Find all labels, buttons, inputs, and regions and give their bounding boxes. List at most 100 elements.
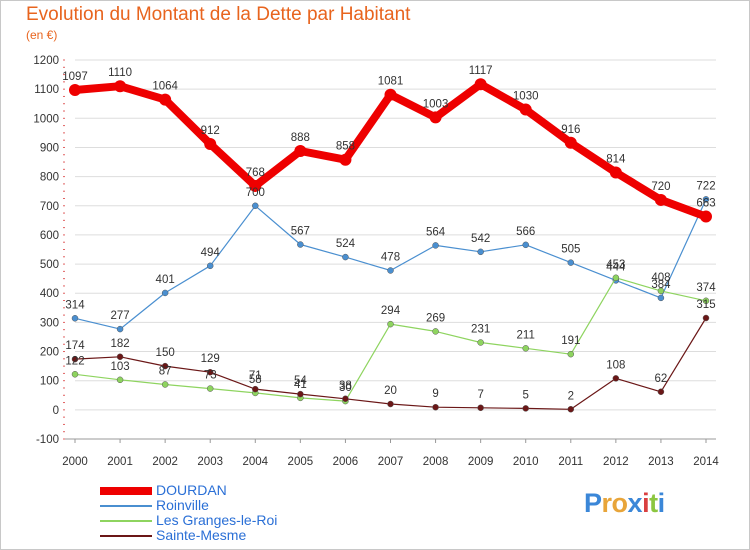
y-tick-label: 0 [53, 405, 59, 417]
legend-item: Sainte-Mesme [100, 528, 277, 543]
data-label: 314 [65, 299, 85, 311]
data-label: 814 [606, 154, 626, 166]
data-point [522, 405, 529, 412]
data-point [522, 241, 529, 249]
data-point [71, 315, 79, 322]
x-tick-label: 2006 [333, 456, 359, 468]
y-tick-label: 500 [40, 259, 59, 271]
chart-title: Evolution du Montant de la Dette par Hab… [26, 4, 411, 25]
chart-legend: DOURDAN Roinville Les Granges-le-Roi Sainte… [100, 483, 277, 543]
data-label: 129 [201, 353, 220, 365]
y-tick-label: 800 [40, 172, 59, 184]
data-label: 453 [606, 259, 625, 271]
data-point [657, 287, 665, 295]
x-tick-label: 2010 [513, 456, 539, 468]
data-label: 62 [655, 373, 668, 385]
data-point [206, 262, 214, 270]
data-label: 150 [156, 347, 175, 359]
data-label: 30 [339, 382, 352, 394]
data-label: 2 [568, 390, 574, 402]
data-point [387, 320, 394, 328]
data-label: 374 [696, 282, 716, 294]
x-tick-label: 2008 [423, 456, 449, 468]
data-label: 103 [110, 361, 129, 373]
data-label: 700 [246, 187, 265, 199]
data-point [522, 345, 529, 352]
data-point [702, 196, 710, 203]
series-line-dourdan [74, 80, 708, 221]
data-point [342, 395, 349, 403]
data-point [432, 403, 439, 411]
x-tick-label: 2007 [378, 456, 404, 468]
legend-swatch [100, 504, 152, 507]
data-point [654, 193, 667, 206]
data-label: 1030 [513, 91, 539, 103]
data-label: 231 [471, 324, 490, 336]
data-point [206, 385, 214, 392]
data-label: 5 [523, 389, 529, 401]
series-line-les-granges-le-roi [74, 277, 707, 402]
data-point [249, 179, 262, 192]
data-label: 564 [426, 226, 446, 238]
legend-swatch [100, 519, 152, 522]
data-label: 916 [561, 124, 580, 136]
data-label: 663 [696, 198, 715, 210]
data-label: 315 [696, 299, 715, 311]
data-label: 71 [249, 370, 262, 382]
data-label: 768 [246, 167, 265, 179]
data-point [567, 259, 575, 266]
y-tick-label: 400 [40, 288, 59, 300]
data-point [204, 137, 217, 150]
data-point [339, 153, 352, 166]
data-point [297, 390, 304, 398]
legend-label: Sainte-Mesme [156, 527, 247, 543]
y-tick-label: 1000 [33, 113, 59, 125]
data-label: 211 [517, 329, 535, 341]
data-label: 567 [291, 226, 310, 238]
data-point [161, 289, 169, 297]
y-tick-label: 700 [40, 201, 59, 213]
data-label: 73 [204, 370, 217, 382]
data-label: 122 [65, 355, 84, 367]
data-label: 108 [606, 359, 625, 371]
legend-label: DOURDAN [156, 482, 227, 498]
legend-item: Roinville [100, 498, 277, 513]
data-label: 1081 [378, 76, 404, 88]
data-point [71, 355, 79, 363]
data-label: 401 [156, 274, 175, 286]
data-point [294, 144, 307, 157]
data-label: 1097 [62, 71, 88, 83]
data-point [159, 93, 172, 106]
data-label: 38 [339, 380, 352, 392]
data-point [477, 248, 484, 256]
y-tick-label: 900 [40, 142, 59, 154]
data-point [206, 368, 214, 376]
y-tick-label: 1100 [34, 84, 59, 96]
data-label: 888 [291, 132, 310, 144]
data-point [116, 325, 124, 333]
data-label: 294 [381, 305, 401, 317]
x-tick-label: 2005 [288, 456, 314, 468]
y-tick-label: -100 [36, 434, 59, 446]
data-point [297, 241, 304, 248]
data-point [69, 84, 81, 97]
data-point [564, 136, 577, 149]
data-label: 384 [651, 279, 671, 291]
data-label: 20 [384, 385, 397, 397]
data-label: 566 [516, 226, 535, 238]
data-label: 524 [336, 238, 356, 250]
data-label: 505 [561, 244, 580, 256]
x-tick-label: 2013 [648, 456, 674, 468]
data-label: 269 [426, 312, 445, 324]
data-point [71, 371, 79, 378]
data-label: 494 [201, 247, 221, 259]
data-point [567, 350, 575, 358]
data-label: 722 [696, 180, 715, 192]
data-point [702, 314, 710, 322]
data-point [700, 210, 712, 223]
data-point [432, 242, 439, 249]
x-tick-label: 2012 [603, 456, 629, 468]
data-label: 444 [606, 261, 626, 273]
y-tick-label: 1200 [33, 55, 59, 67]
data-point [429, 111, 442, 124]
